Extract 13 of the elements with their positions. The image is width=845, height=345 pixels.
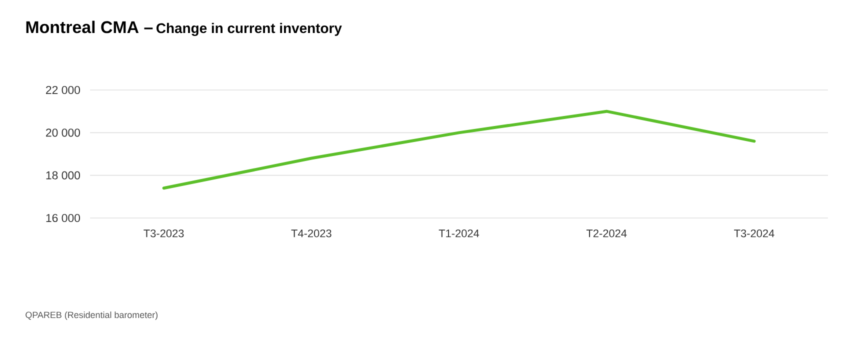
line-series bbox=[162, 110, 756, 190]
x-tick-label: T3-2023 bbox=[144, 230, 184, 238]
chart-subtitle: Change in current inventory bbox=[156, 22, 342, 36]
x-tick-label: T3-2024 bbox=[734, 230, 774, 238]
y-tick-label: 20 000 bbox=[46, 128, 80, 137]
x-tick-label: T4-2023 bbox=[291, 230, 332, 238]
y-tick-label: 18 000 bbox=[46, 171, 80, 180]
y-tick-label: 22 000 bbox=[46, 86, 80, 94]
text: QPAREB (Residential barometer) bbox=[26, 312, 158, 320]
chart-title: Montreal CMA – bbox=[26, 20, 153, 34]
x-tick-label: T2-2024 bbox=[586, 230, 627, 238]
y-tick-label: 16 000 bbox=[46, 214, 80, 222]
x-tick-label: T1-2024 bbox=[438, 230, 480, 238]
